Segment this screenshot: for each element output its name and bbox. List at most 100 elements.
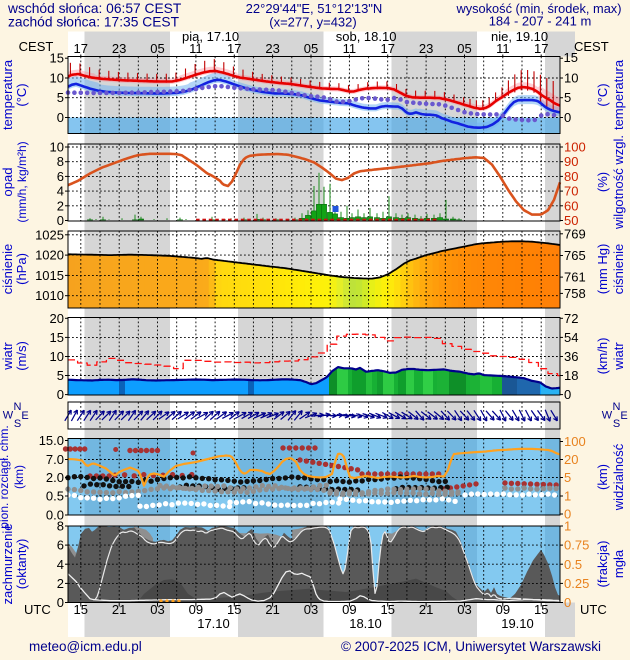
svg-text:0: 0 xyxy=(57,213,64,228)
svg-text:15: 15 xyxy=(227,602,241,617)
svg-text:100: 100 xyxy=(564,140,586,155)
svg-text:09: 09 xyxy=(189,602,203,617)
svg-text:20: 20 xyxy=(564,452,578,467)
svg-text:100: 100 xyxy=(564,434,586,449)
svg-text:6: 6 xyxy=(57,169,64,184)
svg-text:pion. rozciągł. chm.: pion. rozciągł. chm. xyxy=(0,425,11,528)
svg-text:nie, 19.10: nie, 19.10 xyxy=(491,29,548,44)
svg-text:1020: 1020 xyxy=(35,248,64,263)
svg-text:mgła: mgła xyxy=(611,549,626,578)
svg-text:(°C): (°C) xyxy=(595,83,610,106)
svg-text:761: 761 xyxy=(564,270,586,285)
svg-text:wilgotność wzgl.: wilgotność wzgl. xyxy=(611,135,626,230)
svg-text:11: 11 xyxy=(496,41,510,56)
svg-text:23: 23 xyxy=(265,41,279,56)
svg-text:15: 15 xyxy=(381,602,395,617)
svg-text:17.10: 17.10 xyxy=(197,616,230,631)
svg-text:opad: opad xyxy=(0,168,15,197)
svg-text:ciśnienie: ciśnienie xyxy=(0,244,15,295)
svg-text:36: 36 xyxy=(564,349,578,364)
svg-text:765: 765 xyxy=(564,248,586,263)
svg-text:ciśnienie: ciśnienie xyxy=(611,244,626,295)
svg-text:758: 758 xyxy=(564,286,586,301)
svg-text:0.0: 0.0 xyxy=(46,508,64,523)
svg-text:769: 769 xyxy=(564,226,586,241)
svg-text:W: W xyxy=(3,410,14,422)
svg-text:50: 50 xyxy=(564,213,578,228)
svg-text:E: E xyxy=(620,410,627,422)
svg-text:23: 23 xyxy=(112,41,126,56)
svg-text:18: 18 xyxy=(564,368,578,383)
svg-text:0: 0 xyxy=(564,387,571,402)
svg-text:8: 8 xyxy=(57,519,64,534)
svg-text:1: 1 xyxy=(564,519,571,534)
svg-text:wschód słońca: 06:57 CEST: wschód słońca: 06:57 CEST xyxy=(7,1,182,16)
svg-text:15: 15 xyxy=(534,602,548,617)
svg-text:0: 0 xyxy=(57,110,64,125)
svg-text:90: 90 xyxy=(564,154,578,169)
svg-text:(m/s): (m/s) xyxy=(14,341,29,371)
svg-text:pią, 17.10: pią, 17.10 xyxy=(182,29,239,44)
svg-text:10: 10 xyxy=(50,349,64,364)
svg-text:N: N xyxy=(14,401,22,413)
svg-text:(x=277, y=432): (x=277, y=432) xyxy=(269,15,356,30)
svg-text:temperatura: temperatura xyxy=(0,59,15,130)
svg-text:7.0: 7.0 xyxy=(46,452,64,467)
svg-text:CEST: CEST xyxy=(19,39,54,54)
svg-text:(hPa): (hPa) xyxy=(14,253,29,285)
svg-text:10: 10 xyxy=(50,140,64,155)
svg-text:5: 5 xyxy=(57,90,64,105)
svg-text:18.10: 18.10 xyxy=(349,616,382,631)
svg-text:CEST: CEST xyxy=(574,39,609,54)
svg-text:54: 54 xyxy=(564,330,578,345)
svg-text:05: 05 xyxy=(304,41,318,56)
svg-text:widzialność: widzialność xyxy=(611,443,626,511)
svg-text:N: N xyxy=(613,401,621,413)
svg-text:11: 11 xyxy=(343,41,357,56)
svg-text:21: 21 xyxy=(265,602,279,617)
svg-text:70: 70 xyxy=(564,184,578,199)
svg-text:15: 15 xyxy=(564,50,578,65)
svg-text:22°29'44"E, 51°12'13"N: 22°29'44"E, 51°12'13"N xyxy=(246,1,383,16)
svg-text:15: 15 xyxy=(50,51,64,66)
svg-text:5: 5 xyxy=(564,470,571,485)
svg-text:0: 0 xyxy=(564,507,571,522)
svg-text:4: 4 xyxy=(57,184,64,199)
svg-text:© 2007-2025 ICM, Uniwersytet W: © 2007-2025 ICM, Uniwersytet Warszawski xyxy=(341,639,601,654)
svg-text:(%): (%) xyxy=(595,172,610,192)
svg-text:0: 0 xyxy=(564,595,571,610)
svg-text:(°C): (°C) xyxy=(14,83,29,106)
svg-text:(km/h): (km/h) xyxy=(595,338,610,375)
svg-text:21: 21 xyxy=(419,602,433,617)
svg-text:21: 21 xyxy=(112,602,126,617)
svg-text:0: 0 xyxy=(57,595,64,610)
svg-text:5: 5 xyxy=(564,90,571,105)
svg-text:11: 11 xyxy=(189,41,203,56)
svg-text:05: 05 xyxy=(457,41,471,56)
svg-text:10: 10 xyxy=(50,70,64,85)
svg-text:23: 23 xyxy=(419,41,433,56)
svg-text:(mm/h, kg/m²h): (mm/h, kg/m²h) xyxy=(15,141,29,222)
svg-text:0: 0 xyxy=(564,110,571,125)
svg-text:03: 03 xyxy=(304,602,318,617)
svg-text:15.0: 15.0 xyxy=(39,433,64,448)
svg-text:(km): (km) xyxy=(595,464,610,490)
svg-text:4: 4 xyxy=(57,557,64,572)
svg-text:2: 2 xyxy=(57,198,64,213)
svg-text:1: 1 xyxy=(564,489,571,504)
svg-text:05: 05 xyxy=(150,41,164,56)
svg-text:zachmurzenie: zachmurzenie xyxy=(0,524,15,605)
svg-text:17: 17 xyxy=(227,41,241,56)
svg-text:temperatura: temperatura xyxy=(611,59,626,130)
svg-text:(frakcja): (frakcja) xyxy=(595,541,610,588)
svg-text:UTC: UTC xyxy=(580,602,607,617)
svg-text:80: 80 xyxy=(564,169,578,184)
svg-text:0.5: 0.5 xyxy=(564,557,582,572)
svg-text:1025: 1025 xyxy=(35,227,64,242)
svg-text:wysokość (min, środek, max): wysokość (min, środek, max) xyxy=(456,1,622,16)
svg-text:5: 5 xyxy=(57,368,64,383)
svg-text:UTC: UTC xyxy=(24,602,51,617)
svg-text:zachód słońca: 17:35 CEST: zachód słońca: 17:35 CEST xyxy=(8,15,180,30)
svg-text:17: 17 xyxy=(381,41,395,56)
svg-text:60: 60 xyxy=(564,198,578,213)
